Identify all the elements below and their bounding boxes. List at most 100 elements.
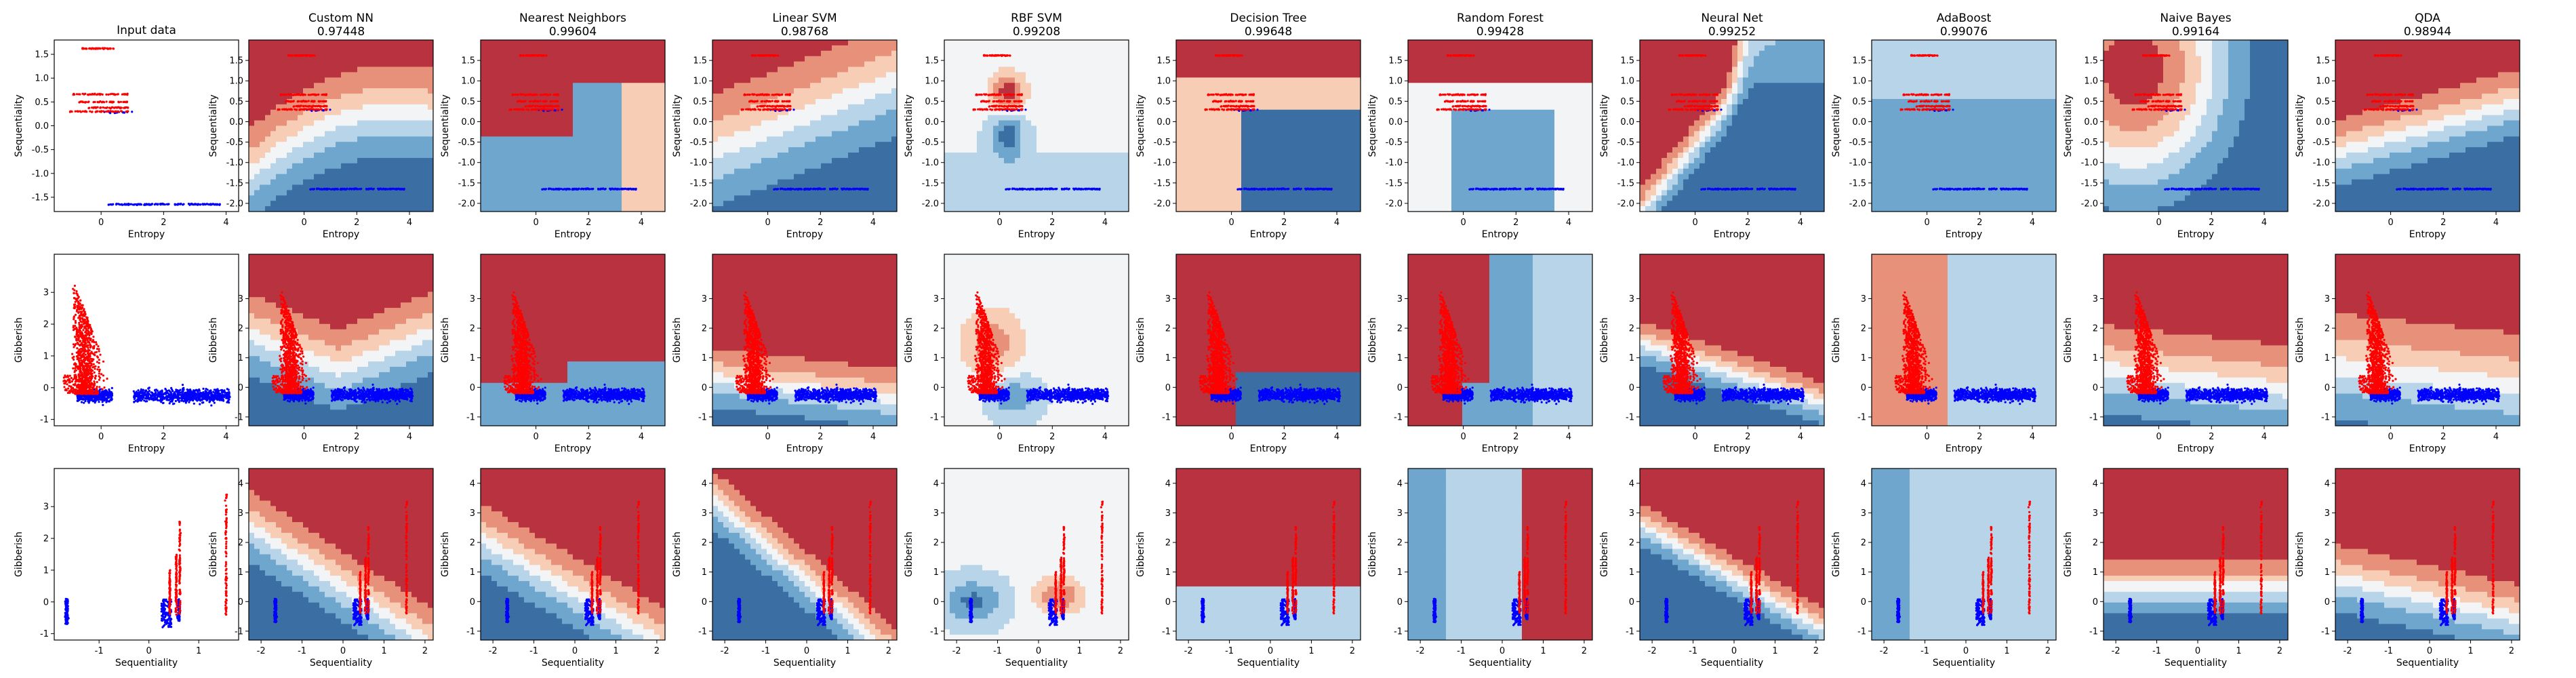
decision-cell <box>605 190 611 196</box>
point-class0 <box>773 108 775 110</box>
decision-cell <box>529 169 536 175</box>
decision-cell <box>513 131 519 137</box>
decision-cell <box>341 169 347 175</box>
decision-cell <box>881 174 887 180</box>
point-class0 <box>95 47 97 49</box>
decision-cell <box>374 180 380 186</box>
decision-cell <box>314 62 320 68</box>
decision-cell <box>891 136 898 142</box>
decision-cell <box>848 88 854 94</box>
decision-cell <box>837 174 843 180</box>
decision-cell <box>649 72 655 78</box>
decision-cell <box>622 142 628 148</box>
decision-cell <box>723 40 729 46</box>
decision-cell <box>287 88 293 94</box>
decision-cell <box>832 110 838 116</box>
decision-cell <box>287 169 293 175</box>
decision-cell <box>417 77 423 83</box>
decision-cell <box>816 206 822 212</box>
decision-cell <box>788 121 794 127</box>
decision-cell <box>848 206 854 212</box>
decision-cell <box>723 104 729 111</box>
decision-cell <box>734 184 740 191</box>
decision-cell <box>254 142 260 148</box>
decision-cell <box>422 94 428 100</box>
decision-cell <box>486 121 492 127</box>
decision-cell <box>249 40 255 46</box>
decision-cell <box>341 83 347 89</box>
decision-cell <box>260 72 266 78</box>
decision-cell <box>551 126 557 132</box>
decision-cell <box>303 195 309 201</box>
decision-cell <box>600 72 606 78</box>
decision-cell <box>886 174 892 180</box>
decision-cell <box>406 110 412 116</box>
point-class0 <box>782 108 784 111</box>
decision-cell <box>330 163 336 170</box>
point-class0 <box>119 106 121 108</box>
decision-cell <box>734 88 740 94</box>
decision-cell <box>654 83 660 89</box>
decision-cell <box>546 195 552 201</box>
decision-cell <box>616 190 622 196</box>
point-class0 <box>309 108 311 110</box>
decision-cell <box>276 174 282 180</box>
decision-cell <box>864 163 870 170</box>
x-tick-label: 4 <box>223 218 228 228</box>
decision-cell <box>513 45 519 52</box>
point-class0 <box>761 54 763 56</box>
decision-cell <box>622 56 628 62</box>
decision-cell <box>712 195 719 201</box>
decision-cell <box>287 45 293 52</box>
decision-cell <box>254 88 260 94</box>
decision-cell <box>341 51 347 57</box>
decision-cell <box>379 94 385 100</box>
decision-cell <box>254 77 260 83</box>
decision-cell <box>486 142 492 148</box>
decision-cell <box>891 180 898 186</box>
decision-cell <box>734 201 740 207</box>
decision-cell <box>411 142 418 148</box>
decision-cell <box>249 115 255 121</box>
decision-cell <box>826 126 832 132</box>
decision-cell <box>632 67 639 73</box>
decision-cell <box>891 206 898 212</box>
decision-cell <box>428 158 434 164</box>
decision-cell <box>712 72 719 78</box>
decision-cell <box>718 110 724 116</box>
decision-cell <box>303 169 309 175</box>
decision-cell <box>357 121 363 127</box>
decision-cell <box>330 110 336 116</box>
decision-cell <box>605 131 611 137</box>
decision-cell <box>864 126 870 132</box>
decision-cell <box>870 201 876 207</box>
decision-cell <box>864 99 870 105</box>
decision-cell <box>265 40 271 46</box>
decision-cell <box>422 169 428 175</box>
decision-cell <box>298 174 304 180</box>
point-class1 <box>331 188 333 191</box>
decision-cell <box>595 174 601 180</box>
y-tick-label: 1.0 <box>693 77 707 87</box>
decision-cell <box>881 83 887 89</box>
decision-cell <box>524 158 530 164</box>
decision-cell <box>605 45 611 52</box>
decision-cell <box>401 153 407 159</box>
decision-cell <box>270 136 277 142</box>
decision-cell <box>875 83 881 89</box>
decision-cell <box>778 56 784 62</box>
decision-cell <box>567 83 573 89</box>
decision-cell <box>428 153 434 159</box>
point-class0 <box>107 110 109 112</box>
decision-cell <box>390 142 396 148</box>
decision-cell <box>756 142 762 148</box>
point-class1 <box>145 203 147 205</box>
decision-cell <box>826 174 832 180</box>
decision-cell <box>374 83 380 89</box>
decision-cell <box>750 180 757 186</box>
decision-cell <box>406 83 412 89</box>
decision-cell <box>562 45 568 52</box>
decision-cell <box>276 45 282 52</box>
decision-cell <box>638 190 644 196</box>
decision-cell <box>513 62 519 68</box>
